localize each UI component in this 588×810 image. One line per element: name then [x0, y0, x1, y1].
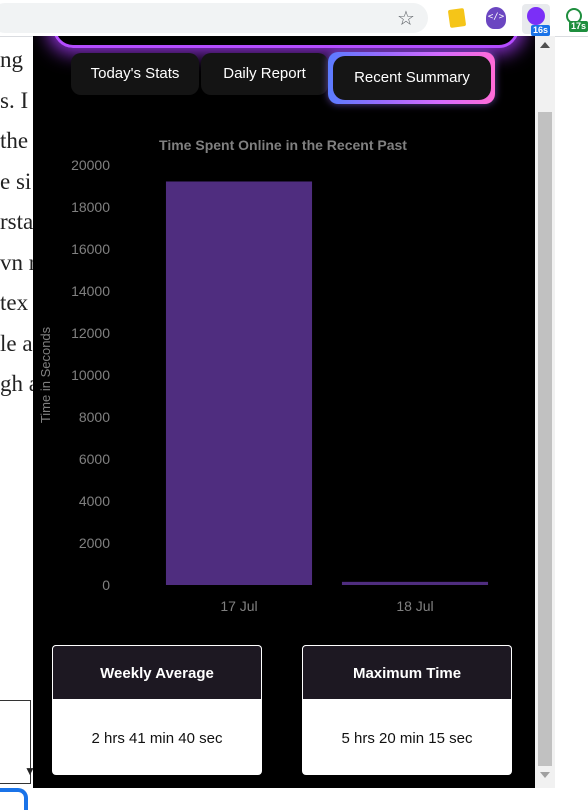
y-tick-label: 18000 — [71, 199, 110, 215]
text-fragment: the — [0, 128, 29, 153]
tab-recent-summary-label: Recent Summary — [333, 56, 491, 100]
y-tick-label: 2000 — [79, 535, 110, 551]
star-icon[interactable]: ☆ — [397, 6, 415, 30]
chart-bar — [165, 181, 313, 586]
address-bar[interactable] — [0, 3, 428, 33]
clock-extension-icon[interactable]: 17s — [562, 6, 588, 32]
scrollbar-thumb[interactable] — [538, 112, 552, 766]
maximum-time-card: Maximum Time 5 hrs 20 min 15 sec — [302, 645, 512, 775]
sticky-note-icon[interactable] — [445, 6, 469, 30]
y-tick-label: 12000 — [71, 325, 110, 341]
timer-extension-icon[interactable]: 16s — [522, 4, 550, 36]
chart-bar — [341, 581, 489, 585]
y-tick-label: 8000 — [79, 409, 110, 425]
weekly-average-value: 2 hrs 41 min 40 sec — [91, 730, 223, 747]
tab-todays-stats[interactable]: Today's Stats — [71, 53, 199, 95]
text-fragment: rsta — [0, 209, 34, 234]
text-fragment: tex — [0, 290, 29, 315]
background-link-icon — [0, 788, 28, 810]
text-fragment: e si — [0, 168, 32, 194]
background-page-box — [0, 700, 31, 784]
text-fragment: gh a — [0, 371, 39, 396]
timer-badge: 16s — [530, 25, 550, 36]
text-fragment: le a — [0, 330, 33, 356]
code-head-icon[interactable]: </> — [484, 6, 508, 30]
x-tick-label: 18 Jul — [396, 598, 433, 614]
extension-popup: Today's Stats Daily Report Recent Summar… — [33, 36, 555, 788]
scrollbar[interactable] — [535, 36, 555, 788]
browser-toolbar: ☆ </> 16s 17s — [0, 0, 588, 37]
y-tick-label: 4000 — [79, 493, 110, 509]
maximum-time-value: 5 hrs 20 min 15 sec — [341, 730, 473, 747]
text-fragment: ng — [0, 47, 23, 72]
y-tick-label: 16000 — [71, 241, 110, 257]
scroll-down-icon[interactable] — [540, 772, 550, 778]
arrow-down-icon: ▼ — [24, 764, 36, 778]
y-tick-label: 20000 — [71, 157, 110, 173]
clock-badge: 17s — [568, 21, 588, 32]
maximum-time-title: Maximum Time — [302, 645, 512, 700]
background-page-text: ng s. I the e si rsta vn r tex le a gh a — [0, 40, 60, 405]
x-tick-label: 17 Jul — [220, 598, 257, 614]
weekly-average-card: Weekly Average 2 hrs 41 min 40 sec — [52, 645, 262, 775]
text-fragment: s. I — [0, 87, 29, 113]
y-tick-label: 0 — [102, 577, 110, 593]
tab-daily-report[interactable]: Daily Report — [201, 53, 328, 95]
y-tick-label: 10000 — [71, 367, 110, 383]
y-tick-label: 6000 — [79, 451, 110, 467]
scroll-up-icon[interactable] — [540, 42, 550, 48]
text-fragment: vn r — [0, 249, 37, 275]
y-tick-label: 14000 — [71, 283, 110, 299]
y-axis-label: Time in Seconds — [38, 326, 53, 423]
chart-title: Time Spent Online in the Recent Past — [159, 137, 407, 153]
recent-usage-chart: Time Spent Online in the Recent Past Time… — [38, 137, 489, 614]
popup-glow-decoration — [53, 36, 519, 48]
tab-recent-summary[interactable]: Recent Summary — [328, 52, 495, 104]
weekly-average-title: Weekly Average — [52, 645, 262, 700]
